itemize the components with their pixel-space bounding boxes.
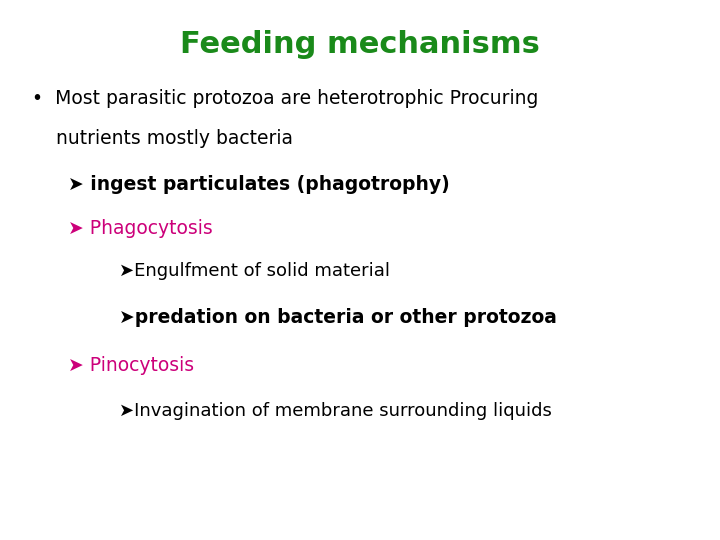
Text: ➤ Pinocytosis: ➤ Pinocytosis [68, 356, 194, 375]
Text: Feeding mechanisms: Feeding mechanisms [180, 30, 540, 59]
Text: ➤ ingest particulates (phagotrophy): ➤ ingest particulates (phagotrophy) [68, 176, 450, 194]
Text: ➤Engulfment of solid material: ➤Engulfment of solid material [119, 262, 390, 280]
Text: •  Most parasitic protozoa are heterotrophic Procuring: • Most parasitic protozoa are heterotrop… [32, 89, 539, 108]
Text: ➤ Phagocytosis: ➤ Phagocytosis [68, 219, 213, 238]
Text: nutrients mostly bacteria: nutrients mostly bacteria [32, 129, 294, 147]
Text: ➤predation on bacteria or other protozoa: ➤predation on bacteria or other protozoa [119, 308, 557, 327]
Text: ➤Invagination of membrane surrounding liquids: ➤Invagination of membrane surrounding li… [119, 402, 552, 420]
